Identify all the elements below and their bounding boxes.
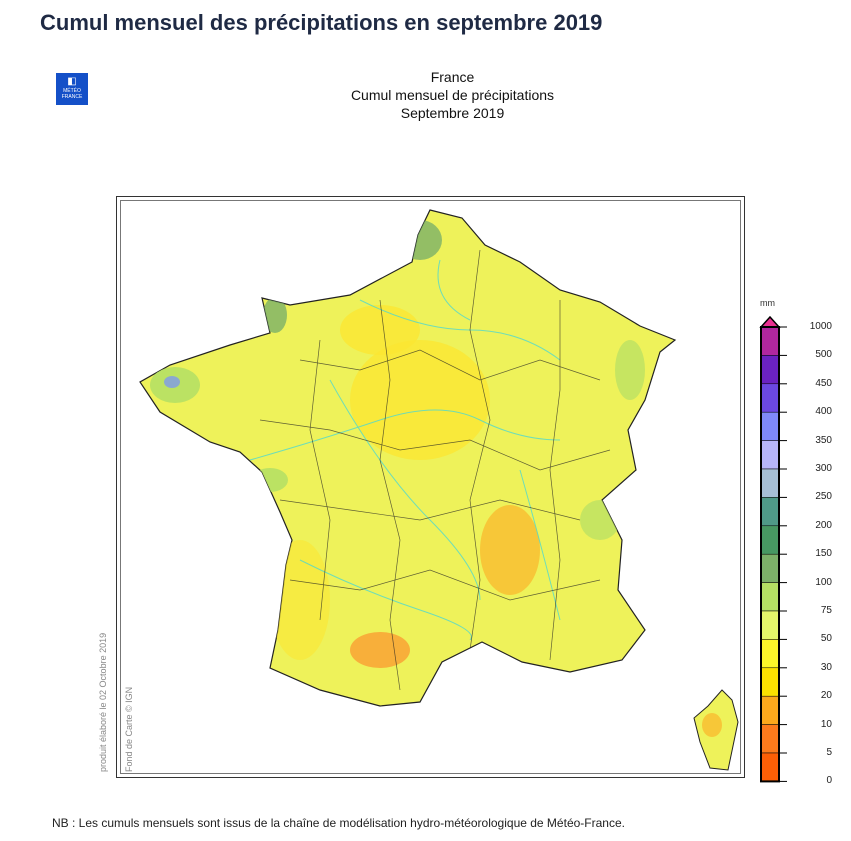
legend-swatch <box>760 582 780 612</box>
legend-swatch <box>760 724 780 754</box>
legend-swatch <box>760 610 780 640</box>
legend-swatch <box>760 440 780 470</box>
legend-tick-label: 20 <box>820 690 832 702</box>
legend-swatch <box>760 553 780 583</box>
legend-overflow-triangle <box>759 315 781 328</box>
page-title: Cumul mensuel des précipitations en sept… <box>40 10 603 35</box>
legend-swatch <box>760 468 780 498</box>
legend-swatch <box>760 667 780 697</box>
legend-swatch <box>760 639 780 669</box>
legend-swatch <box>760 383 780 413</box>
legend-tick-label: 200 <box>815 519 832 531</box>
meteo-france-logo: ◧ MÉTÉO FRANCE <box>56 73 88 105</box>
legend-tick-label: 50 <box>820 633 832 645</box>
legend-tick-label: 450 <box>815 377 832 389</box>
footnote: NB : Les cumuls mensuels sont issus de l… <box>52 816 625 830</box>
chart-header-title: Cumul mensuel de précipitations <box>350 87 555 103</box>
legend-swatch <box>760 695 780 725</box>
legend-tick-label: 30 <box>820 661 832 673</box>
legend-swatch <box>760 752 780 782</box>
chart-header-country: France <box>430 69 475 85</box>
map-frame <box>116 196 745 778</box>
chart-header-period: Septembre 2019 <box>400 105 505 121</box>
legend-tick-label: 0 <box>826 775 832 787</box>
legend-tick-label: 100 <box>815 576 832 588</box>
legend-tick-label: 300 <box>815 463 832 474</box>
legend-tick-label: 1000 <box>809 321 832 332</box>
legend-swatch <box>760 411 780 441</box>
legend-tick-label: 250 <box>815 491 832 503</box>
chart-header: France Cumul mensuel de précipitations S… <box>300 68 605 122</box>
legend-swatch <box>760 326 780 356</box>
legend-tick-label: 500 <box>815 349 832 361</box>
legend-tick-label: 5 <box>826 747 832 758</box>
legend-swatch <box>760 525 780 555</box>
france-mainland <box>139 209 676 707</box>
legend-swatch <box>760 355 780 385</box>
legend-tick-label: 75 <box>820 605 832 616</box>
legend-tick-label: 10 <box>820 718 832 730</box>
legend-tick-label: 150 <box>815 548 832 560</box>
legend-tick-label: 400 <box>815 406 832 418</box>
precipitation-legend <box>759 315 787 783</box>
legend-swatch <box>760 497 780 527</box>
legend-tick-label: 350 <box>815 434 832 446</box>
legend-unit: mm <box>760 298 775 308</box>
